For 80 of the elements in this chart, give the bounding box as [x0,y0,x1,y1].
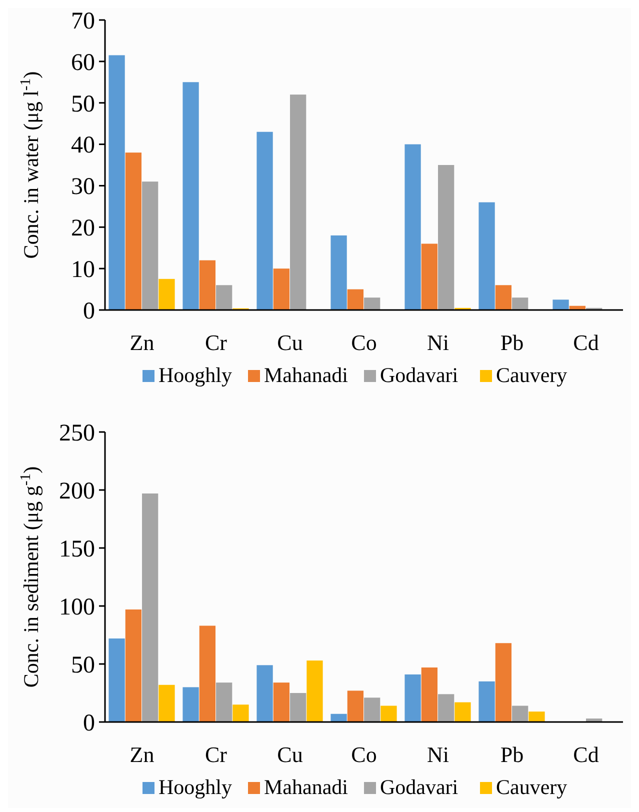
y-tick-label: 200 [59,478,95,504]
legend-label: Hooghly [158,775,232,799]
y-tick-label: 30 [71,174,95,200]
bar [256,132,273,310]
bar [108,55,125,310]
bar [380,706,397,722]
x-tick-label: Cd [573,330,599,355]
bar [347,289,364,310]
bar [182,82,199,310]
bar [421,244,438,310]
bar [108,638,125,722]
bar [330,714,347,722]
bar [330,235,347,310]
legend-label: Mahanadi [264,363,348,387]
bar [454,702,471,722]
y-tick-label: 50 [71,91,95,118]
bar [199,260,216,310]
bar [199,626,216,722]
bar [478,681,495,722]
legend-label: Godavari [380,363,458,387]
x-tick-label: Co [351,742,377,767]
bar [495,643,512,722]
y-tick-label: 0 [83,710,95,736]
x-tick-label: Pb [500,330,524,355]
x-tick-label: Cu [277,330,303,355]
x-tick-label: Cu [277,742,303,767]
y-tick-label: 150 [59,536,95,562]
y-tick-label: 40 [71,132,95,159]
x-tick-label: Cd [573,742,599,767]
bar [158,278,175,310]
y-tick-label: 250 [59,420,95,446]
bar [495,285,512,310]
bar [404,674,421,722]
x-tick-label: Co [351,330,377,355]
bar [364,298,380,310]
y-tick-label: 20 [71,216,95,242]
bar [364,698,380,722]
bar [232,704,249,722]
bar [142,182,158,310]
bar [438,165,454,310]
legend-label: Cauvery [496,775,568,799]
bar [552,300,569,310]
x-tick-label: Cr [205,330,228,355]
bar [290,94,306,310]
legend-label: Hooghly [158,363,232,387]
bar [421,667,438,722]
y-tick-label: 70 [71,8,95,34]
bar [182,687,199,722]
bar [273,682,290,722]
bar [404,144,421,310]
bar [256,665,273,722]
bar [512,706,528,722]
y-tick-label: 0 [83,298,95,324]
x-tick-label: Cr [205,742,228,767]
bar [438,694,454,722]
bar [125,609,142,722]
y-tick-label: 100 [59,594,95,620]
bar [125,152,142,310]
x-tick-label: Ni [427,330,449,355]
y-tick-label: 60 [71,50,95,76]
bar [273,268,290,310]
legend-label: Mahanadi [264,775,348,799]
x-tick-label: Pb [500,742,524,767]
bar [216,285,232,310]
bar [158,684,175,722]
bar [347,690,364,722]
y-tick-label: 10 [71,256,95,283]
bar [306,660,323,722]
y-tick-label: 50 [71,652,95,678]
legend-label: Cauvery [496,363,568,387]
x-tick-label: Zn [130,330,154,355]
bar [512,298,528,310]
bar [478,202,495,310]
bar [290,693,306,722]
x-tick-label: Zn [130,742,154,767]
legend-label: Godavari [380,775,458,799]
bar [528,712,545,722]
x-tick-label: Ni [427,742,449,767]
bar [142,493,158,722]
bar [216,682,232,722]
